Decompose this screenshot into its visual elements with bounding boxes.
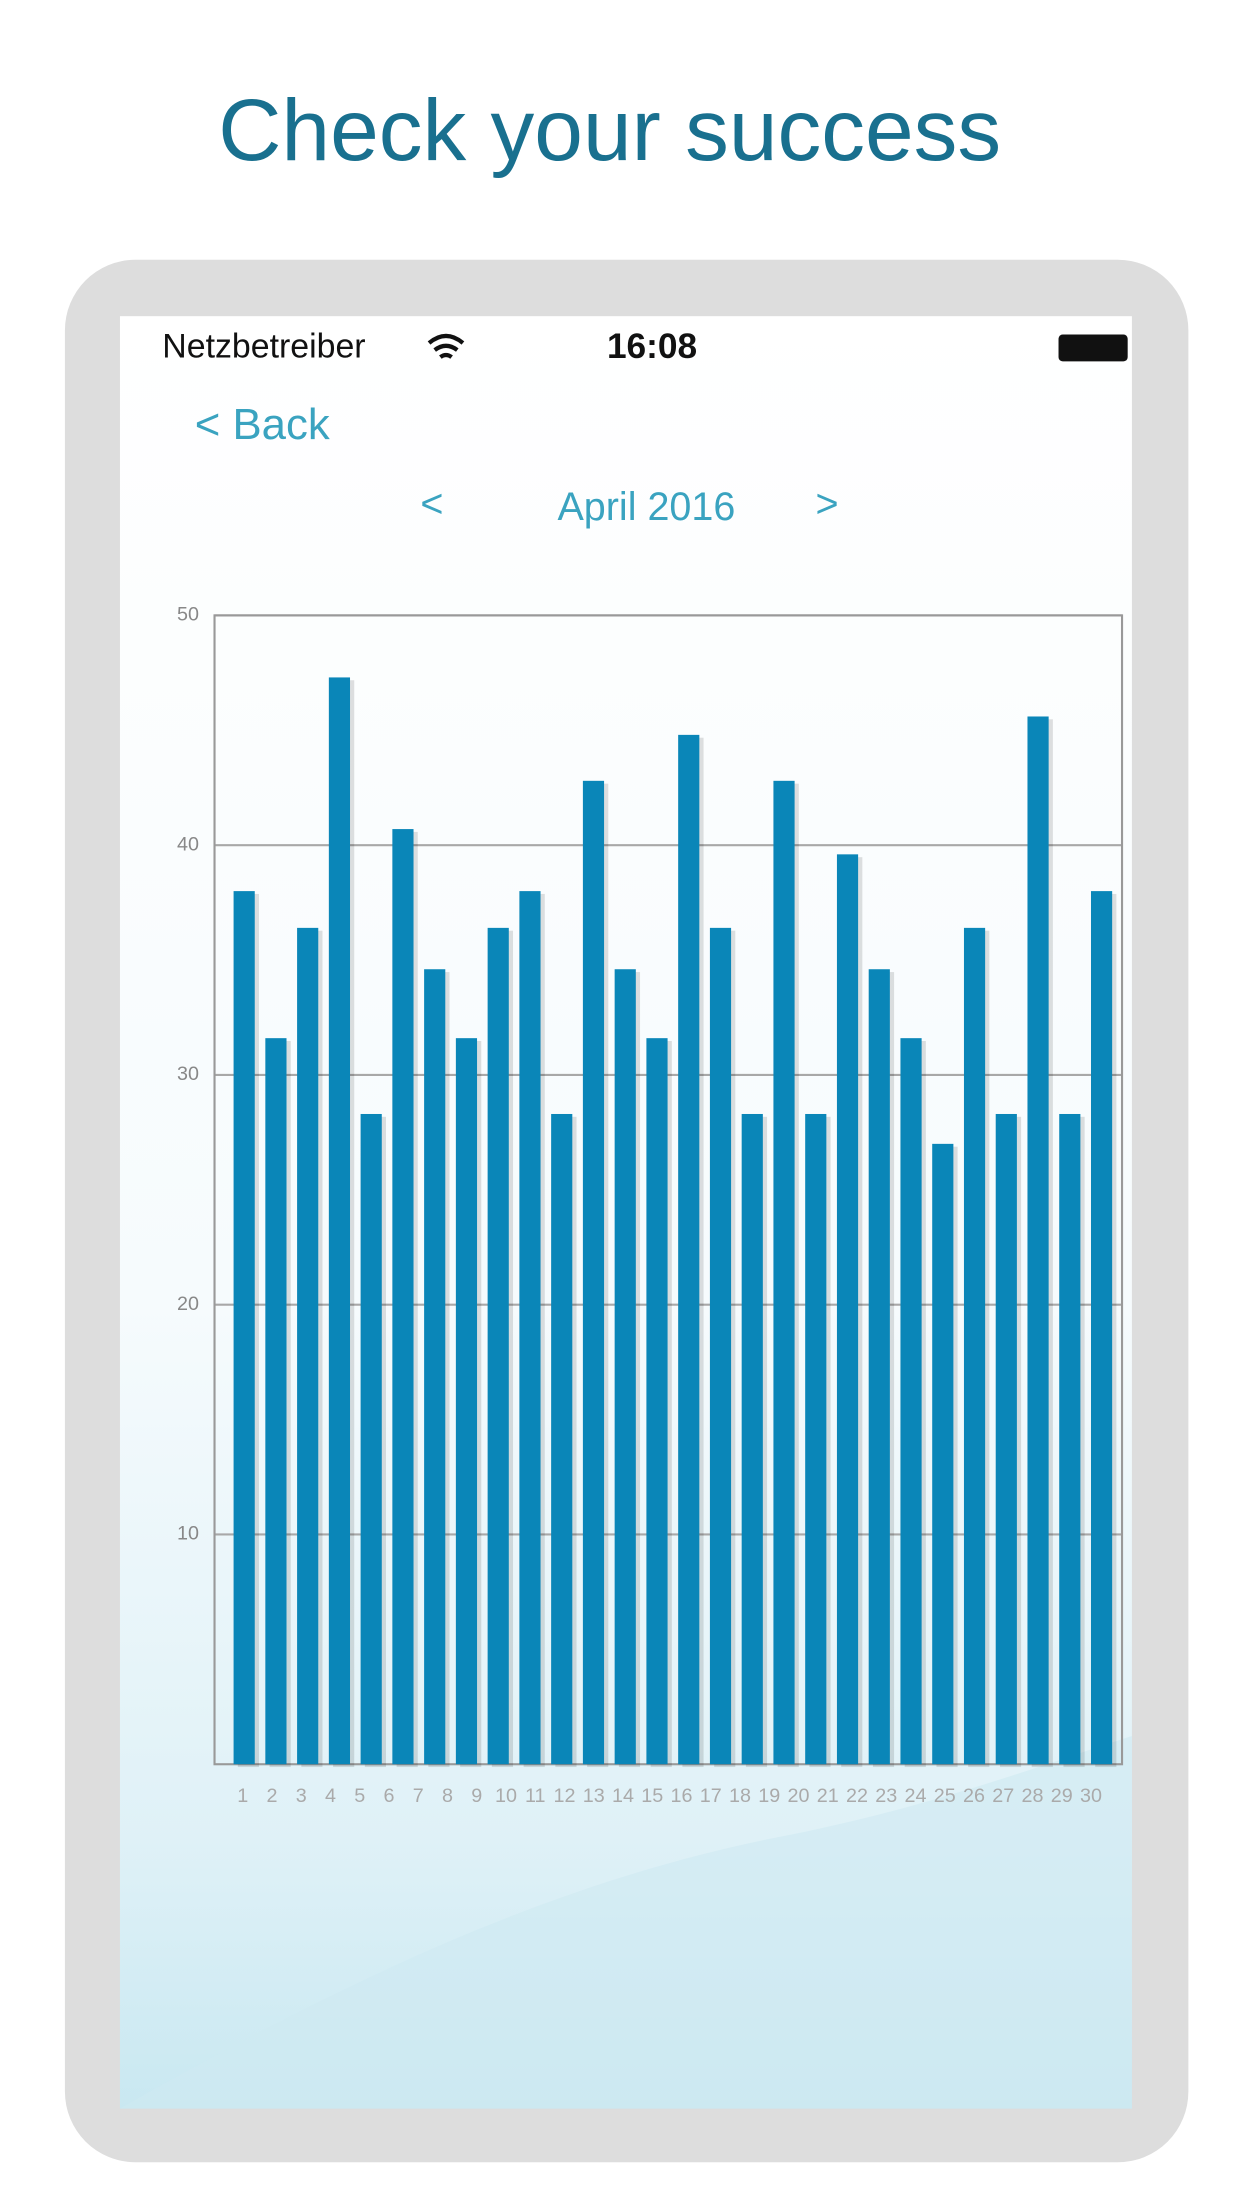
bar [328,677,351,1765]
x-tick-label: 12 [554,1785,576,1807]
x-tick-label: 27 [992,1785,1014,1807]
bar [392,829,414,1765]
prev-month[interactable]: < [420,482,443,526]
x-tick-label: 17 [700,1785,722,1807]
x-tick-label: 2 [267,1785,278,1807]
bar [1059,1113,1081,1765]
x-tick-label: 7 [413,1785,424,1807]
battery [1058,334,1128,362]
x-tick-label: 13 [583,1785,605,1807]
x-tick-label: 22 [846,1785,868,1807]
x-tick-label: 30 [1080,1785,1102,1807]
y-tick-label: 30 [177,1063,199,1085]
bar [265,1038,287,1765]
bar [900,1038,922,1765]
x-tick-label: 6 [384,1785,395,1807]
water-wave [119,1736,1132,2109]
bar [963,927,986,1765]
month-label: April 2016 [557,485,735,529]
x-tick-label: 18 [729,1785,751,1807]
bar [646,1038,668,1765]
next-month[interactable]: > [816,482,839,526]
x-tick-label: 26 [963,1785,985,1807]
bar [582,780,605,1765]
clock: 16:08 [607,327,697,366]
bar [519,891,541,1765]
bar [741,1113,763,1765]
x-tick-label: 20 [788,1785,810,1807]
x-tick-label: 10 [495,1785,517,1807]
x-tick-label: 9 [471,1785,482,1807]
bar [1090,891,1113,1765]
x-tick-label: 21 [817,1785,839,1807]
bar [868,969,890,1765]
y-tick-label: 10 [177,1523,199,1545]
bar [836,854,859,1765]
page-title: Check your success [218,81,1001,179]
x-tick-label: 28 [1022,1785,1044,1807]
x-tick-label: 23 [875,1785,897,1807]
x-tick-label: 5 [354,1785,365,1807]
bar [1027,716,1049,1765]
x-tick-label: 15 [641,1785,663,1807]
x-tick-label: 11 [525,1785,546,1807]
bar [805,1113,827,1765]
bar [614,969,636,1765]
y-tick-label: 40 [177,833,199,855]
y-tick-label: 50 [177,604,199,626]
bar [773,780,795,1765]
bar [360,1113,382,1765]
x-tick-label: 1 [237,1785,248,1807]
x-tick-label: 16 [671,1785,693,1807]
bar [455,1038,478,1765]
x-tick-label: 8 [442,1785,453,1807]
bar [678,734,700,1765]
x-tick-label: 19 [758,1785,780,1807]
x-tick-label: 14 [612,1785,634,1807]
bar [297,927,319,1765]
bar [551,1113,573,1765]
back-button[interactable]: < Back [195,400,330,449]
plot-frame [213,614,1124,1766]
x-tick-label: 29 [1051,1785,1073,1807]
carrier: Netzbetreiber [162,328,365,366]
bar [424,969,446,1765]
bar [709,927,732,1765]
x-tick-label: 3 [296,1785,307,1807]
bar [487,927,509,1765]
bar [233,891,255,1765]
x-tick-label: 4 [325,1785,336,1807]
y-tick-label: 20 [177,1293,199,1315]
x-tick-label: 24 [905,1785,927,1807]
wifi-icon [427,333,465,359]
bar [932,1143,954,1765]
bar [995,1113,1017,1765]
x-tick-label: 25 [934,1785,956,1807]
